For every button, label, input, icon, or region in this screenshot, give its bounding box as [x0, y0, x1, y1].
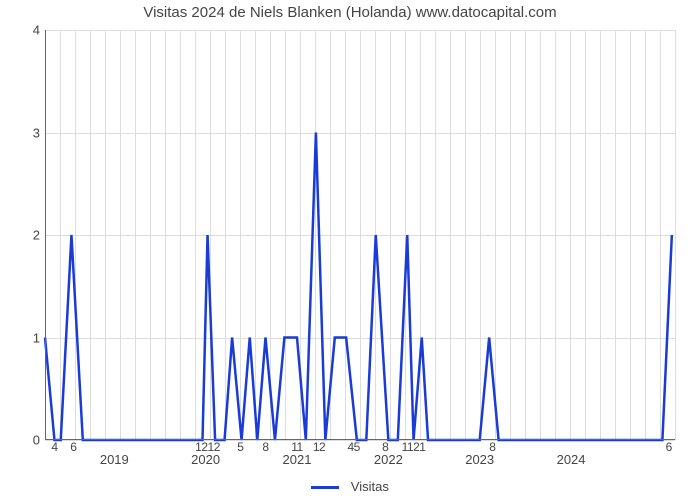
x-year-label: 2021 [283, 452, 312, 467]
legend-label: Visitas [351, 479, 389, 494]
v-gridline [675, 30, 676, 440]
chart-legend: Visitas [0, 479, 700, 494]
visits-line-chart: Visitas 2024 de Niels Blanken (Holanda) … [0, 0, 700, 500]
x-year-label: 2022 [374, 452, 403, 467]
x-data-label: 1212 [195, 440, 220, 454]
x-year-label: 2023 [465, 452, 494, 467]
x-year-label: 2020 [191, 452, 220, 467]
x-data-label: 1121 [402, 440, 426, 454]
x-year-label: 2019 [100, 452, 129, 467]
line-series-svg [45, 30, 675, 440]
x-data-label: 4 [51, 440, 57, 454]
chart-title: Visitas 2024 de Niels Blanken (Holanda) … [0, 4, 700, 21]
y-tick-label: 3 [10, 125, 40, 140]
x-data-label: 6 [666, 440, 672, 454]
x-data-label: 11 [291, 440, 302, 454]
y-tick-label: 2 [10, 228, 40, 243]
x-data-label: 8 [262, 440, 268, 454]
plot-area [45, 30, 675, 440]
x-data-label: 6 [70, 440, 76, 454]
legend-swatch-icon [311, 486, 339, 489]
y-tick-label: 1 [10, 330, 40, 345]
x-data-label: 45 [348, 440, 360, 454]
x-data-label: 8 [489, 440, 495, 454]
x-data-label: 12 [313, 440, 325, 454]
x-data-label: 5 [237, 440, 243, 454]
y-tick-label: 0 [10, 433, 40, 448]
x-data-label: 8 [382, 440, 388, 454]
x-year-label: 2024 [557, 452, 586, 467]
y-tick-label: 4 [10, 23, 40, 38]
